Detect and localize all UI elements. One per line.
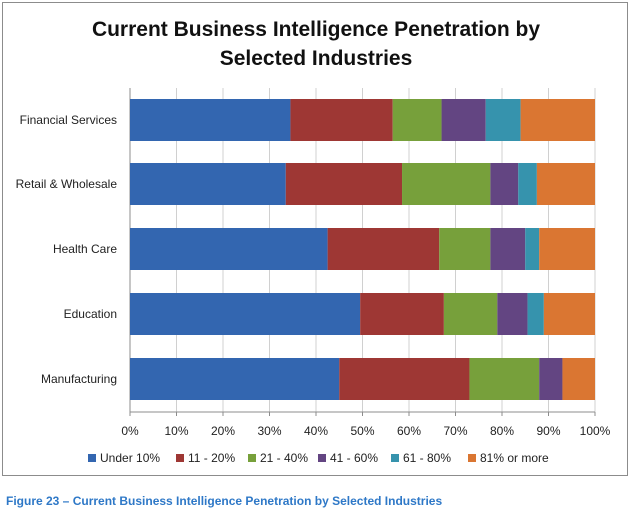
bar-segment [536, 163, 595, 205]
chart-title: Current Business Intelligence Penetratio… [3, 15, 629, 73]
stacked-bar-chart: Financial Services Retail & Wholesale Heal… [16, 88, 611, 465]
bar-segment [392, 99, 442, 141]
x-tick-label: 30% [257, 424, 281, 438]
legend-swatch [468, 454, 476, 462]
legend-label: 41 - 60% [330, 451, 378, 465]
category-labels: Financial Services Retail & Wholesale Heal… [16, 113, 118, 386]
x-tick-labels: 0% 10% 20% 30% 40% 50% 60% 70% 80% 90% 100% [121, 412, 611, 438]
figure-caption: Figure 23 – Current Business Intelligenc… [6, 494, 443, 508]
bar-segment [285, 163, 403, 205]
bar-segment [543, 293, 595, 335]
bar-segment [402, 163, 491, 205]
legend-label: Under 10% [100, 451, 160, 465]
x-tick-label: 60% [397, 424, 421, 438]
legend-swatch [248, 454, 256, 462]
legend-swatch [391, 454, 399, 462]
x-tick-label: 10% [164, 424, 188, 438]
bars [130, 99, 595, 400]
legend: Under 10% 11 - 20% 21 - 40% 41 - 60% 61 - 80… [88, 451, 549, 465]
category-label: Manufacturing [41, 372, 117, 386]
bar-segment [443, 293, 498, 335]
x-tick-label: 40% [304, 424, 328, 438]
bar-segment [525, 228, 540, 270]
chart-title-line-2: Selected Industries [219, 47, 413, 70]
legend-label: 21 - 40% [260, 451, 308, 465]
legend-label: 11 - 20% [188, 451, 235, 465]
x-tick-label: 70% [443, 424, 467, 438]
bar-segment [339, 358, 470, 400]
category-label: Education [64, 307, 117, 321]
legend-swatch [176, 454, 184, 462]
bar-segment [469, 358, 540, 400]
bar-segment [562, 358, 595, 400]
bar-segment [485, 99, 521, 141]
bar-segment [130, 228, 328, 270]
bar-segment [539, 358, 563, 400]
bar-segment [130, 99, 291, 141]
bar-segment [527, 293, 544, 335]
legend-swatch [88, 454, 96, 462]
bar-segment [497, 293, 528, 335]
bar-segment [130, 163, 286, 205]
bar-segment [130, 358, 340, 400]
bar-segment [439, 228, 491, 270]
category-label: Health Care [53, 242, 117, 256]
bar-segment [290, 99, 393, 141]
x-tick-label: 20% [211, 424, 235, 438]
bar-segment [490, 228, 526, 270]
bar-segment [539, 228, 595, 270]
bar-segment [360, 293, 444, 335]
chart-title-line-1: Current Business Intelligence Penetratio… [91, 18, 541, 41]
bar-segment [130, 293, 361, 335]
x-tick-label: 80% [490, 424, 514, 438]
bar-segment [518, 163, 537, 205]
bar-segment [490, 163, 519, 205]
x-tick-label: 0% [121, 424, 139, 438]
category-label: Financial Services [20, 113, 117, 127]
legend-label: 61 - 80% [403, 451, 451, 465]
x-tick-label: 90% [536, 424, 560, 438]
legend-label: 81% or more [480, 451, 549, 465]
x-tick-label: 100% [580, 424, 611, 438]
category-label: Retail & Wholesale [16, 177, 118, 191]
bar-segment [327, 228, 440, 270]
x-tick-label: 50% [350, 424, 374, 438]
legend-swatch [318, 454, 326, 462]
bar-segment [441, 99, 486, 141]
bar-segment [520, 99, 595, 141]
